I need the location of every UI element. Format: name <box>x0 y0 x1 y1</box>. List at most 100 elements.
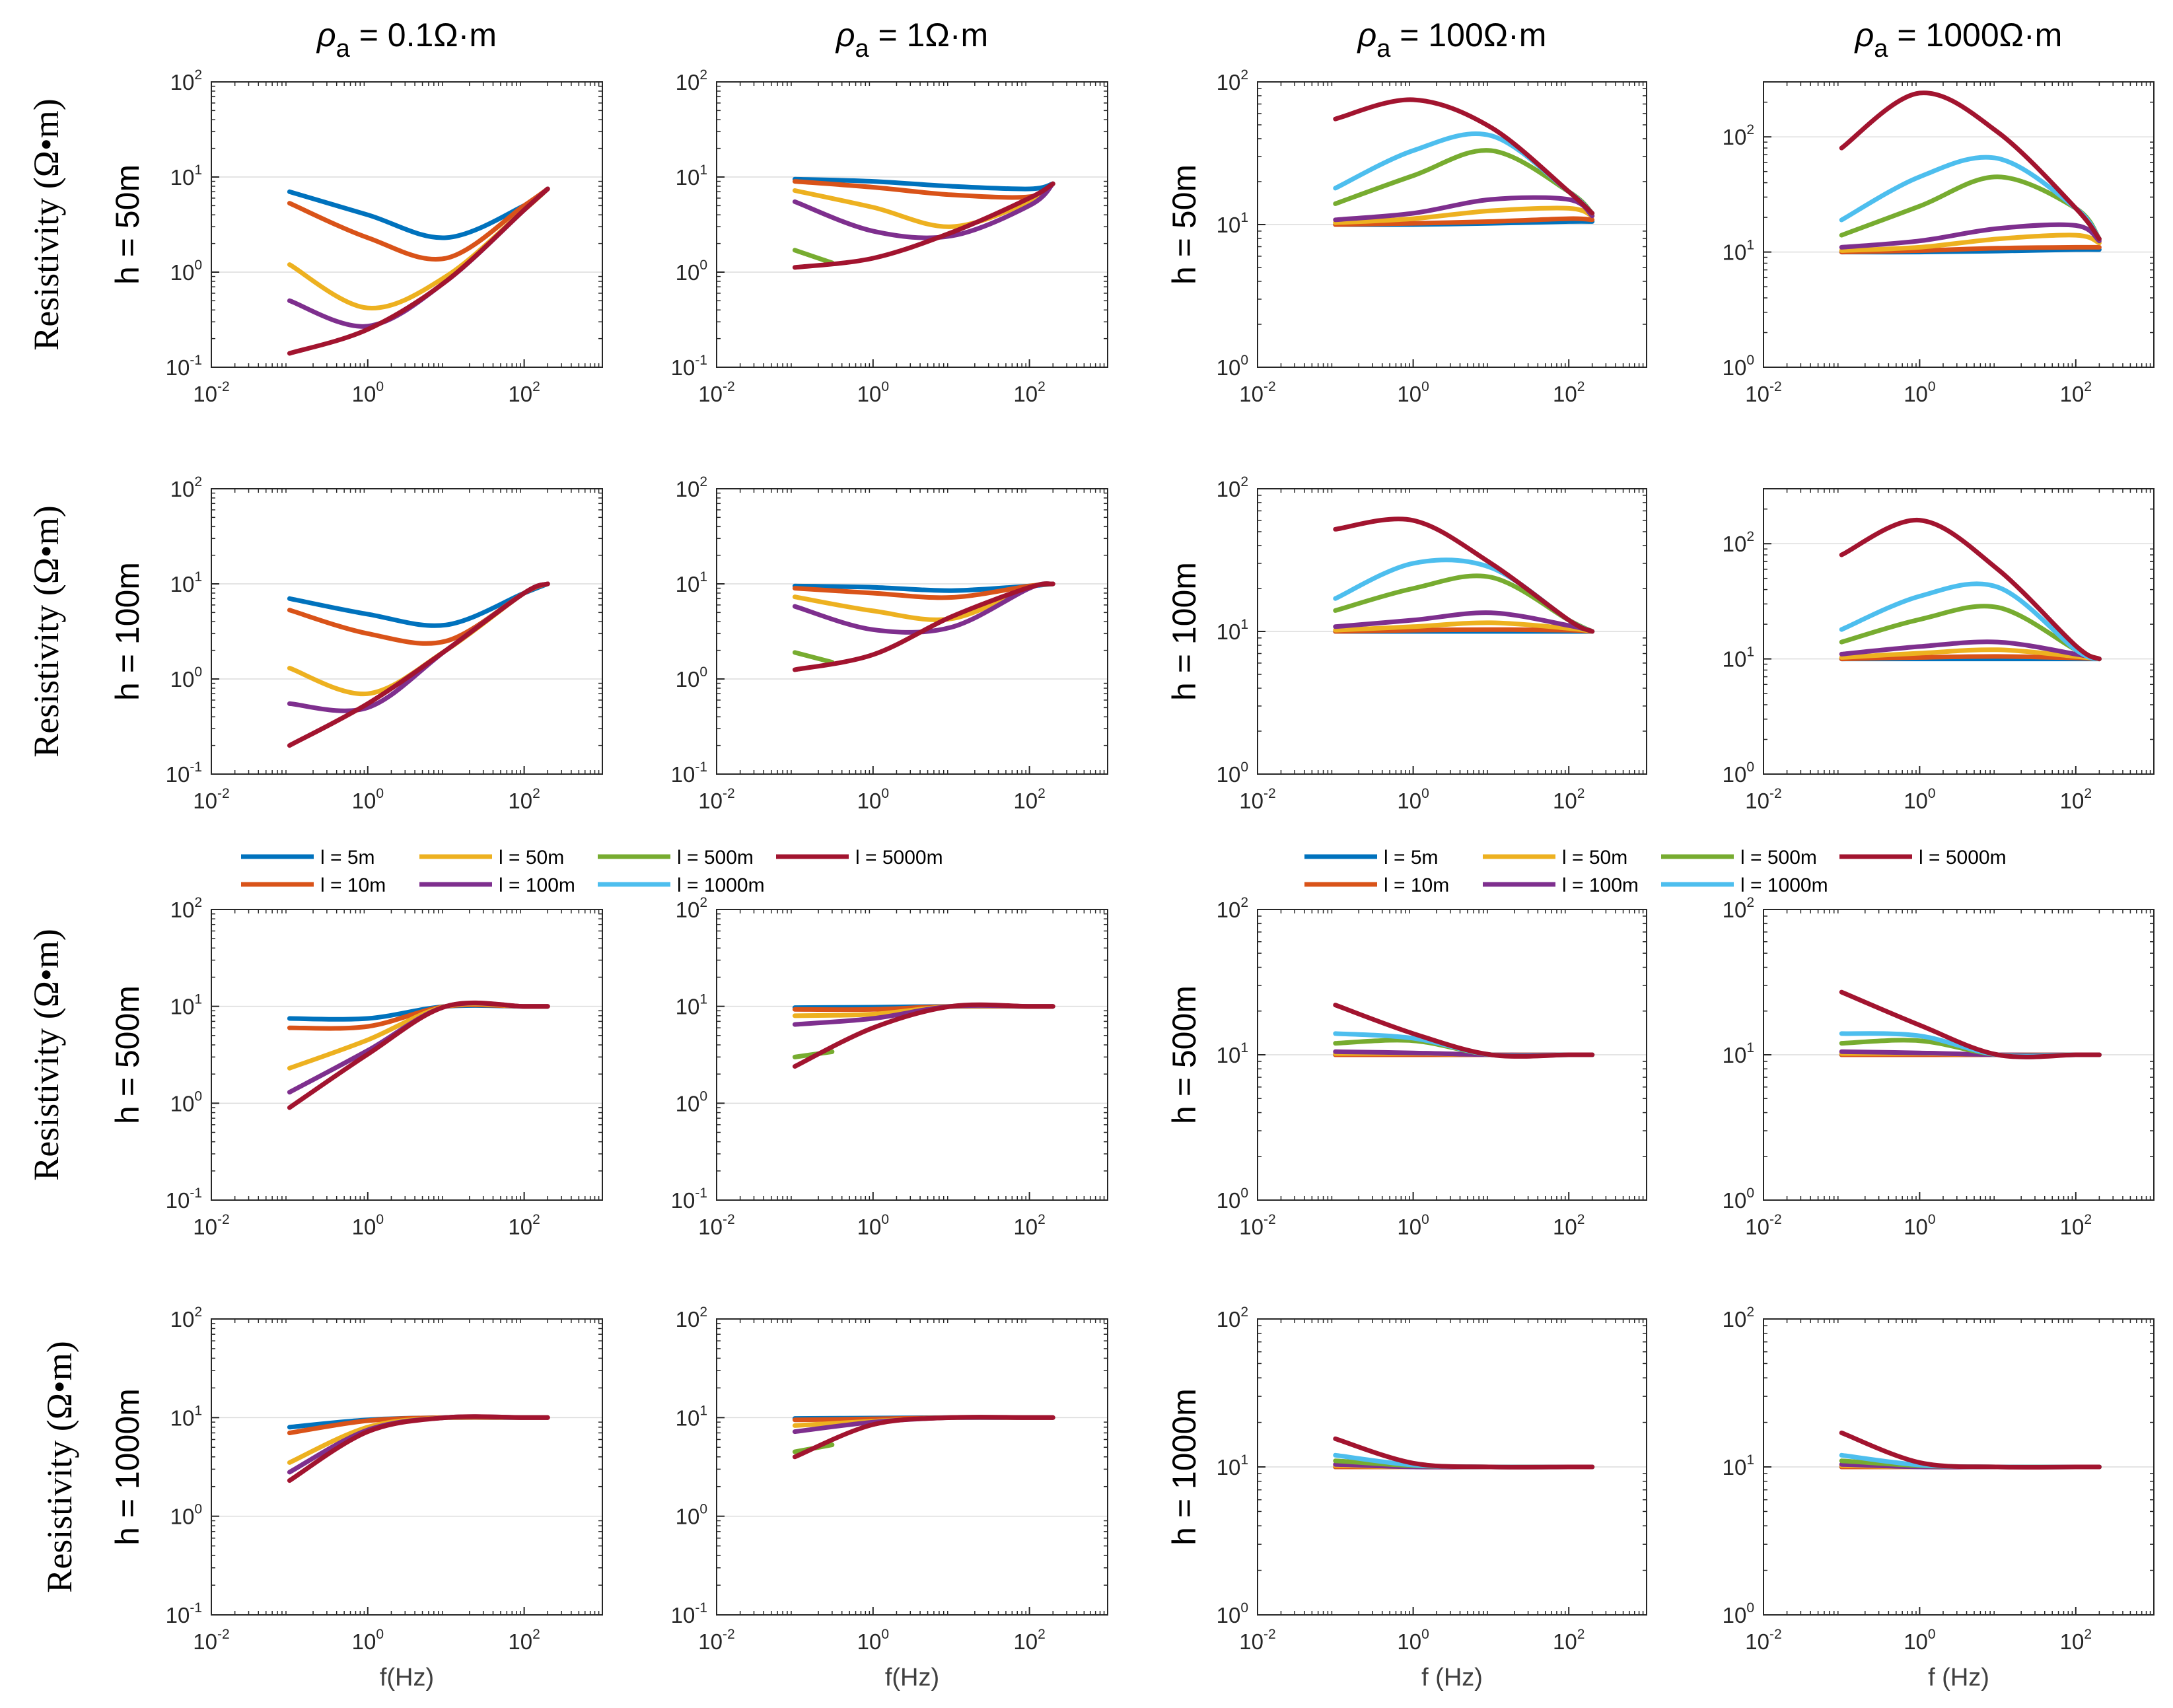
x-tick-label: 10-2 <box>698 379 734 406</box>
y-tick-label: 100 <box>170 258 202 285</box>
series-line <box>1333 195 1595 223</box>
series-line <box>287 581 550 646</box>
x-tick-label: 102 <box>2060 379 2092 406</box>
x-tick-label: 102 <box>1553 379 1585 406</box>
y-tick-label: 100 <box>1723 1186 1754 1213</box>
row-label: h = 50m <box>1166 164 1203 285</box>
series-line <box>1333 1436 1595 1470</box>
y-tick-label: 101 <box>170 1403 202 1430</box>
x-tick-label: 100 <box>1904 1212 1935 1239</box>
legends: l = 5m l = 10m l = 50m l = 100m l = 500m l = … <box>241 847 2007 896</box>
y-tick-label: 101 <box>1217 1452 1248 1479</box>
y-tick-label: 100 <box>170 1088 202 1116</box>
y-tick-label: 10-1 <box>671 1186 707 1213</box>
y-tick-label: 101 <box>676 992 707 1019</box>
y-tick-label: 102 <box>676 895 707 922</box>
y-tick-label: 100 <box>676 258 707 285</box>
x-tick-label: 100 <box>352 786 384 813</box>
x-tick-label: 102 <box>2060 1212 2092 1239</box>
series-line <box>287 186 550 240</box>
column-title: ρa = 100Ω·m <box>1357 17 1547 63</box>
y-tick-label: 100 <box>1217 1600 1248 1627</box>
legend: l = 5m l = 10m l = 50m l = 100m l = 500m l = … <box>1304 847 2007 896</box>
x-tick-label: 10-2 <box>1745 1627 1781 1654</box>
plot-frame <box>1763 1318 2155 1616</box>
y-tick-label: 101 <box>1217 617 1248 644</box>
panel: 10-2 100 102 10-1 100 101 102 <box>166 474 603 813</box>
y-tick-label: 102 <box>1217 1304 1248 1332</box>
x-tick-label: 10-2 <box>698 1212 734 1239</box>
x-axis-label: f (Hz) <box>1421 1664 1483 1691</box>
x-tick-label: 10-2 <box>1745 379 1781 406</box>
y-tick-label: 101 <box>676 569 707 596</box>
x-tick-label: 10-2 <box>1239 379 1275 406</box>
x-tick-label: 10-2 <box>193 1627 229 1654</box>
plot-frame <box>716 488 1108 775</box>
legend-label: l = 50m <box>1562 847 1627 869</box>
row-label: h = 500m <box>109 985 146 1124</box>
y-tick-label: 100 <box>676 1502 707 1529</box>
y-tick-label: 100 <box>1217 1186 1248 1213</box>
x-tick-label: 100 <box>1397 1212 1429 1239</box>
y-tick-label: 10-1 <box>166 1600 202 1627</box>
series-line <box>287 186 550 356</box>
x-tick-label: 100 <box>857 379 889 406</box>
x-tick-label: 100 <box>1904 1627 1935 1654</box>
legend-label: l = 100m <box>499 874 575 896</box>
series-line <box>287 1001 550 1071</box>
plot-frame <box>211 81 603 368</box>
series-line <box>792 581 1055 672</box>
y-tick-label: 102 <box>1723 895 1754 922</box>
plot-frame <box>1257 488 1647 775</box>
x-tick-label: 102 <box>508 1627 540 1654</box>
series-line <box>792 181 1055 229</box>
column-titles: ρa = 0.1Ω·m ρa = 1Ω·m ρa = 100Ω·m ρa = 1000… <box>316 17 2062 63</box>
y-tick-label: 100 <box>676 1088 707 1116</box>
plot-frame <box>1257 1318 1647 1616</box>
x-tick-label: 102 <box>2060 1627 2092 1654</box>
row-labels: h = 50m h = 50m Resistivity (Ω•m) h = 100m h… <box>26 98 1203 1593</box>
y-tick-label: 101 <box>170 162 202 190</box>
series-line <box>1839 581 2102 662</box>
series-line <box>287 1414 550 1483</box>
y-tick-label: 102 <box>170 1304 202 1332</box>
y-tick-label: 102 <box>676 67 707 94</box>
x-tick-label: 100 <box>1904 786 1935 813</box>
panel: 10-2 100 102 10-1 100 101 102 <box>671 1304 1108 1654</box>
y-tick-label: 101 <box>676 162 707 190</box>
y-tick-label: 100 <box>170 1502 202 1529</box>
y-tick-label: 100 <box>1723 1600 1754 1627</box>
x-tick-label: 102 <box>1553 1212 1585 1239</box>
legend-label: l = 10m <box>320 874 386 896</box>
x-tick-label: 102 <box>508 786 540 813</box>
series-line <box>1333 1003 1595 1059</box>
legend-label: l = 500m <box>677 847 754 869</box>
x-tick-label: 100 <box>857 1212 889 1239</box>
y-tick-label: 102 <box>170 895 202 922</box>
x-tick-label: 10-2 <box>193 1212 229 1239</box>
series-line <box>792 248 835 266</box>
row-label: h = 500m <box>1166 985 1203 1124</box>
y-tick-label: 101 <box>1723 645 1754 672</box>
x-tick-label: 10-2 <box>193 379 229 406</box>
y-tick-label: 102 <box>1723 529 1754 556</box>
x-axis-labels: f(Hz) f(Hz) f (Hz) f (Hz) <box>380 1664 1989 1691</box>
legend-label: l = 100m <box>1562 874 1639 896</box>
series-line <box>1333 610 1595 634</box>
plot-frame <box>1763 909 2155 1201</box>
series-line <box>287 186 550 262</box>
y-tick-label: 101 <box>1217 210 1248 237</box>
x-tick-label: 10-2 <box>1745 1212 1781 1239</box>
plot-frame <box>716 81 1108 368</box>
x-tick-label: 10-2 <box>698 1627 734 1654</box>
x-tick-label: 100 <box>1397 1627 1429 1654</box>
series-line <box>1839 989 2102 1059</box>
y-tick-label: 101 <box>170 569 202 596</box>
y-tick-label: 102 <box>676 474 707 501</box>
panel: 10-2 100 102 10-1 100 101 102 <box>166 1304 603 1654</box>
